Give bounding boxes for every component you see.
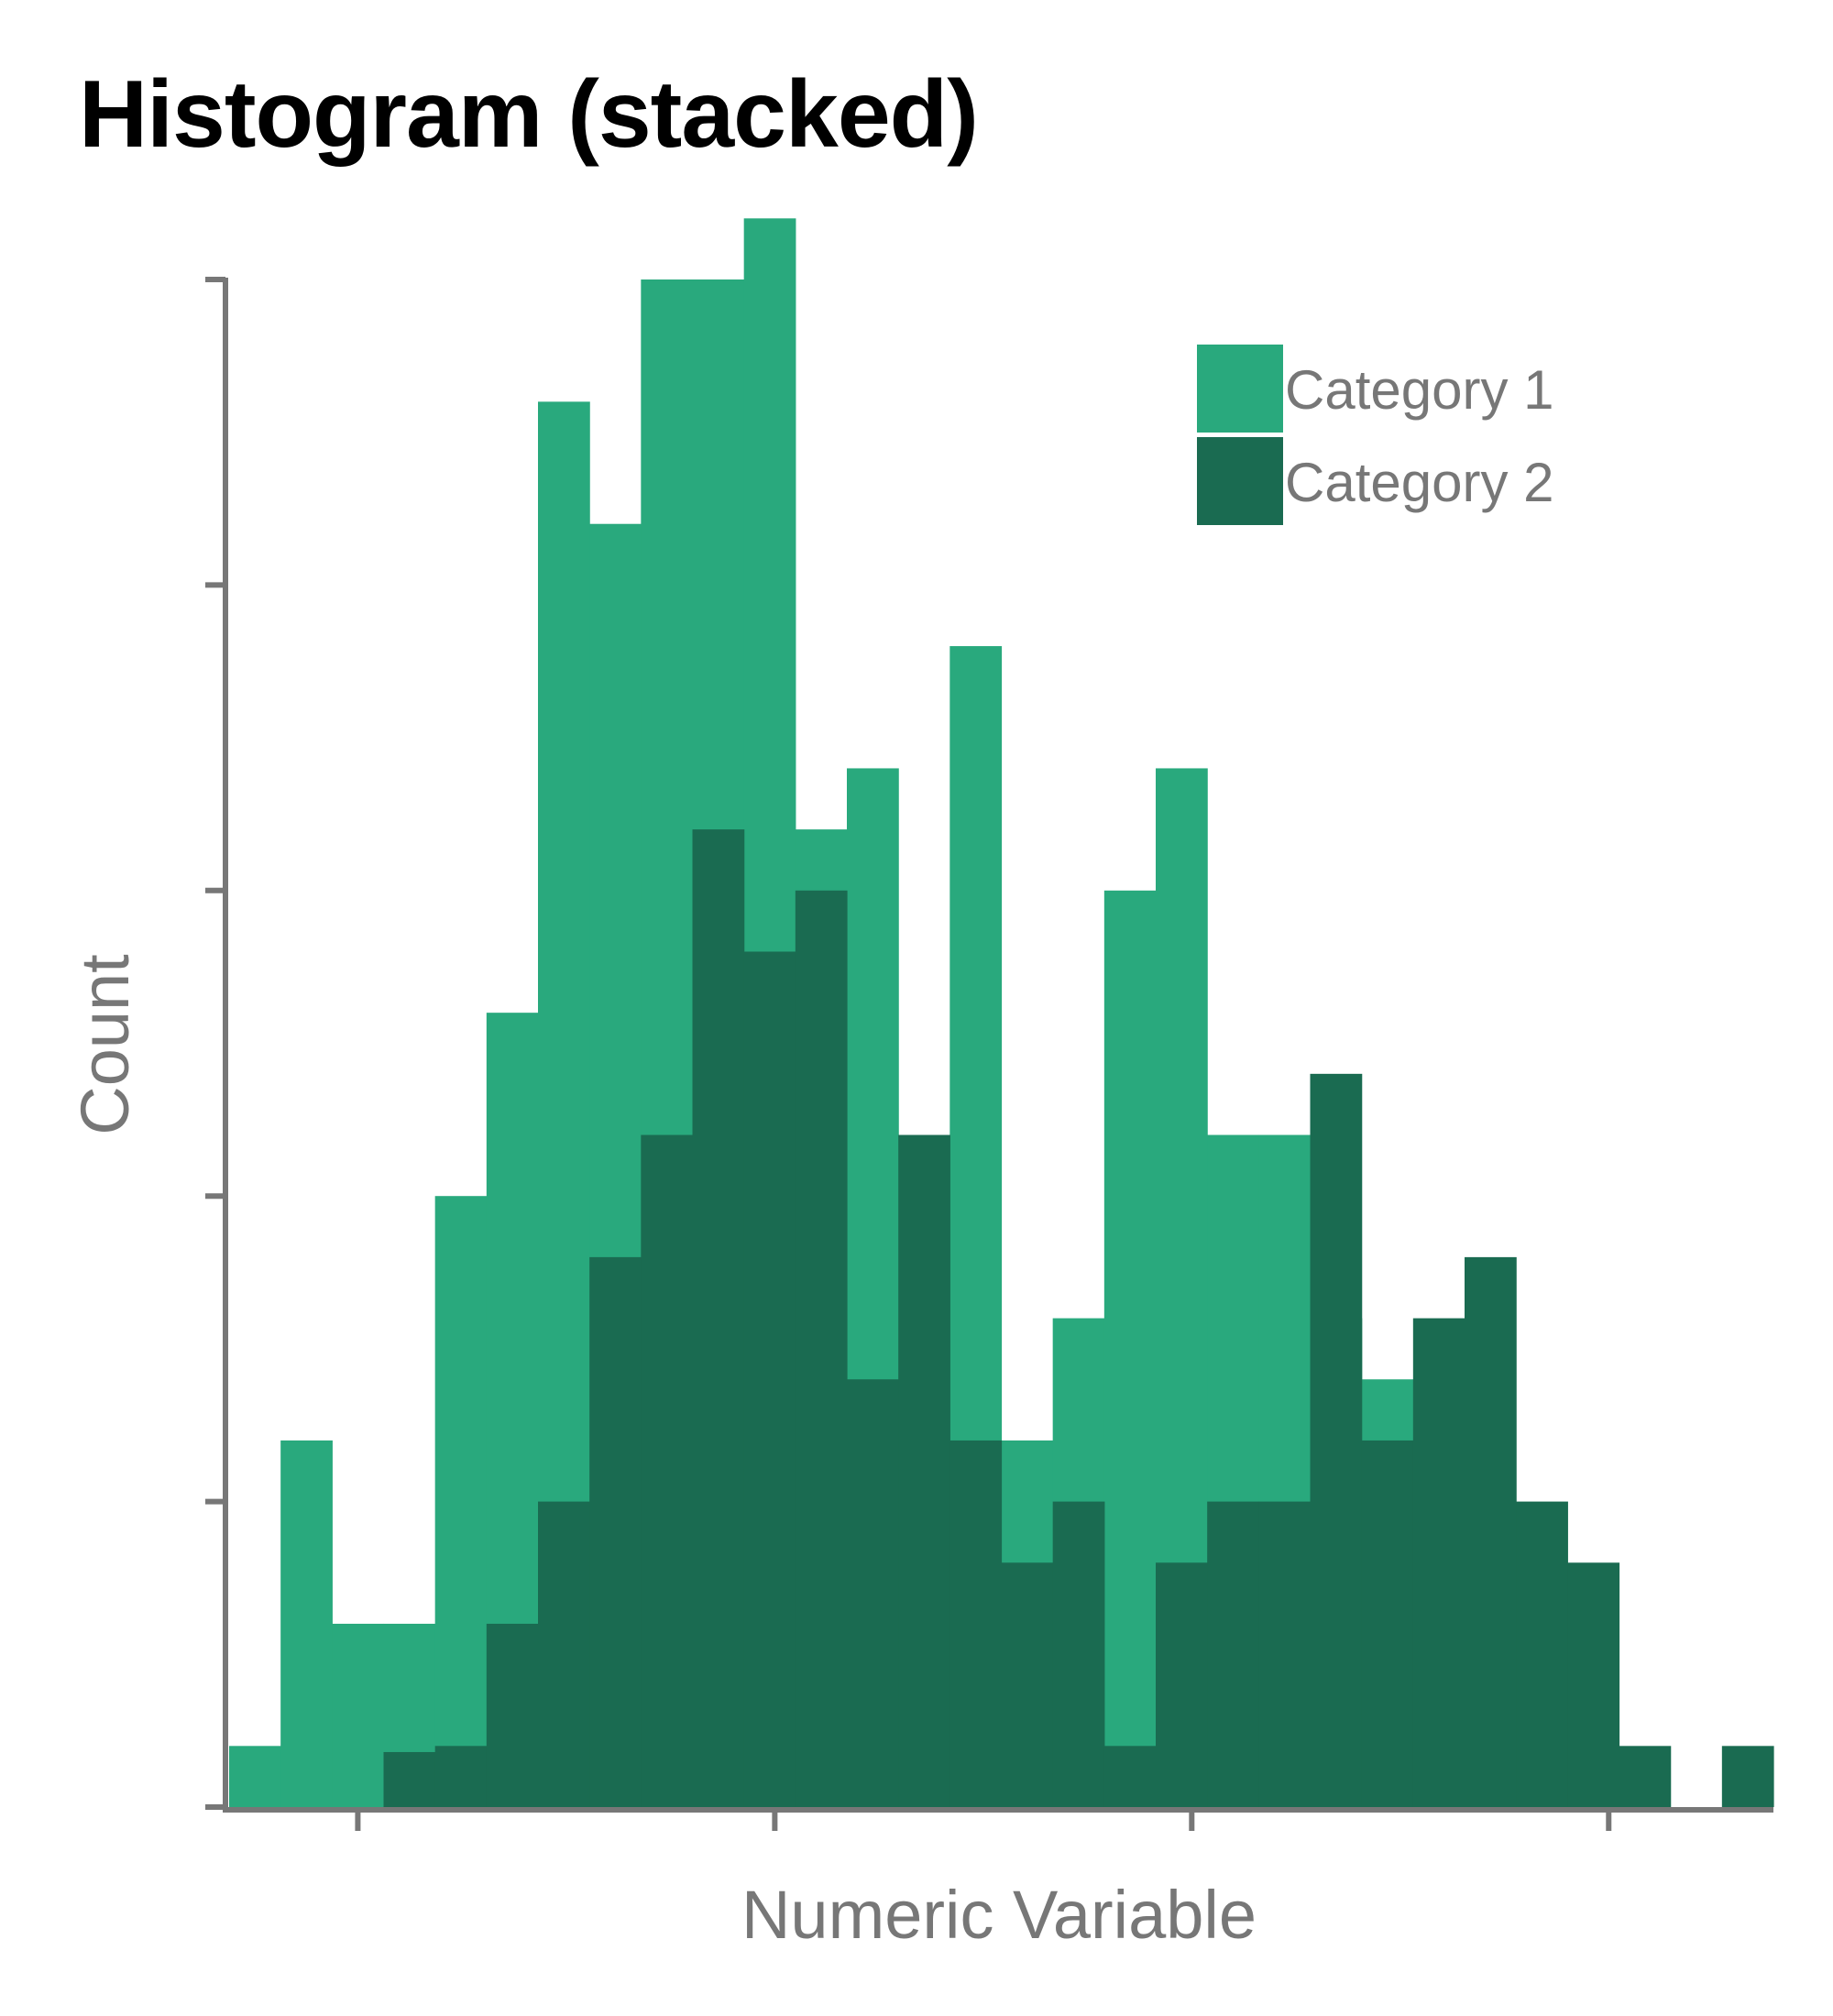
bar-series2-bin-24 — [1465, 1256, 1517, 1807]
legend-swatch-category-2 — [1197, 437, 1283, 525]
bar-series1-bin-2 — [332, 1623, 385, 1807]
bar-series2-bin-3 — [383, 1751, 436, 1807]
bar-series2-bin-10 — [743, 951, 796, 1807]
bar-series2-bin-27 — [1619, 1746, 1672, 1807]
bar-series2-bin-14 — [949, 1440, 1003, 1807]
bar-series2-bin-22 — [1361, 1440, 1414, 1807]
bar-series1-bin-1 — [280, 1440, 333, 1807]
bar-series2-bin-25 — [1516, 1501, 1568, 1807]
x-axis-ticks — [355, 1810, 1612, 1831]
bar-series2-bin-20 — [1258, 1501, 1312, 1807]
bar-series2-bin-11 — [795, 890, 848, 1807]
bar-series2-bin-17 — [1103, 1746, 1157, 1807]
chart-title: Histogram (stacked) — [79, 61, 979, 168]
bar-series2-bin-29 — [1721, 1746, 1774, 1807]
axes — [205, 277, 1773, 1831]
legend-label-category-1: Category 1 — [1285, 359, 1554, 421]
bar-series2-bin-9 — [692, 829, 745, 1807]
series-category-2-bars — [383, 829, 1774, 1807]
bar-series2-bin-4 — [434, 1746, 488, 1807]
x-axis-label: Numeric Variable — [741, 1877, 1257, 1953]
bar-series1-bin-0 — [229, 1746, 281, 1807]
legend-label-category-2: Category 2 — [1285, 452, 1554, 513]
bar-series2-bin-6 — [538, 1501, 590, 1807]
bar-series2-bin-18 — [1156, 1562, 1208, 1807]
bar-series2-bin-12 — [847, 1379, 899, 1807]
bar-series1-bin-4 — [434, 1196, 488, 1807]
legend: Category 1 Category 2 — [1197, 345, 1554, 525]
bar-series2-bin-21 — [1310, 1073, 1363, 1807]
y-axis-ticks — [205, 277, 225, 1810]
y-axis-label: Count — [67, 954, 143, 1135]
bar-series2-bin-23 — [1412, 1318, 1465, 1807]
bar-series1-bin-17 — [1103, 890, 1157, 1807]
bar-series2-bin-19 — [1207, 1501, 1259, 1807]
bar-series2-bin-13 — [898, 1134, 950, 1807]
bar-series2-bin-15 — [1001, 1562, 1054, 1807]
bar-series2-bin-8 — [641, 1134, 694, 1807]
bar-series2-bin-7 — [589, 1256, 642, 1807]
bar-series2-bin-26 — [1567, 1562, 1620, 1807]
bar-series2-bin-16 — [1052, 1501, 1105, 1807]
bar-series2-bin-5 — [486, 1623, 539, 1807]
legend-swatch-category-1 — [1197, 345, 1283, 433]
